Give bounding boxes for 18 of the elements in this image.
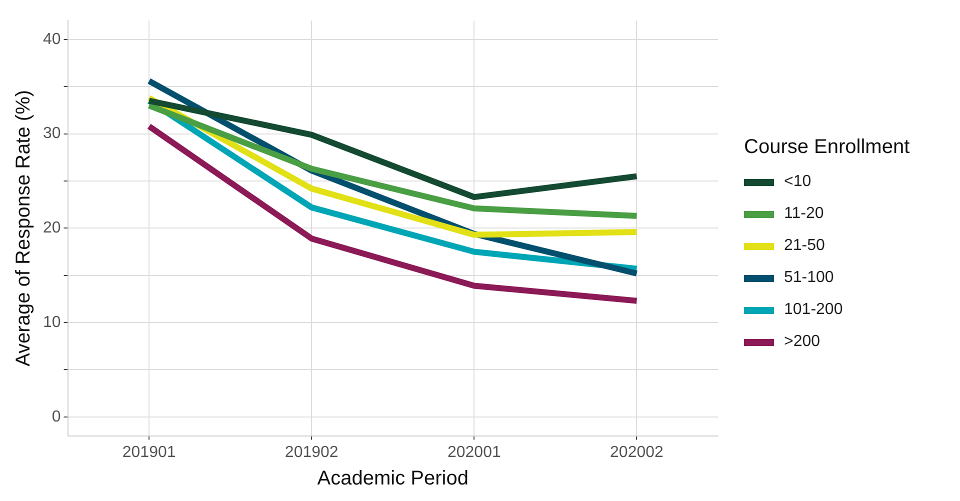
y-tick-label: 10	[43, 314, 61, 331]
legend-label: <10	[784, 173, 812, 191]
legend-label: >200	[784, 333, 820, 351]
y-tick-label: 30	[43, 125, 61, 142]
legend-label: 11-20	[784, 205, 824, 223]
y-tick-label: 40	[43, 30, 61, 48]
x-tick-label: 202002	[610, 444, 664, 461]
y-tick-label: 20	[43, 220, 61, 237]
x-axis-title: Academic Period	[317, 468, 468, 490]
y-tick-label: 0	[52, 408, 61, 426]
legend-label: 51-100	[784, 269, 834, 287]
legend-title: Course Enrollment	[744, 136, 910, 159]
legend-label: 21-50	[784, 237, 825, 255]
x-tick-label: 202001	[447, 444, 501, 461]
y-axis-title: Average of Response Rate (%)	[12, 90, 35, 366]
x-tick-label: 201901	[122, 444, 176, 461]
legend-label: 101-200	[784, 301, 843, 319]
x-tick-label: 201902	[284, 444, 338, 461]
